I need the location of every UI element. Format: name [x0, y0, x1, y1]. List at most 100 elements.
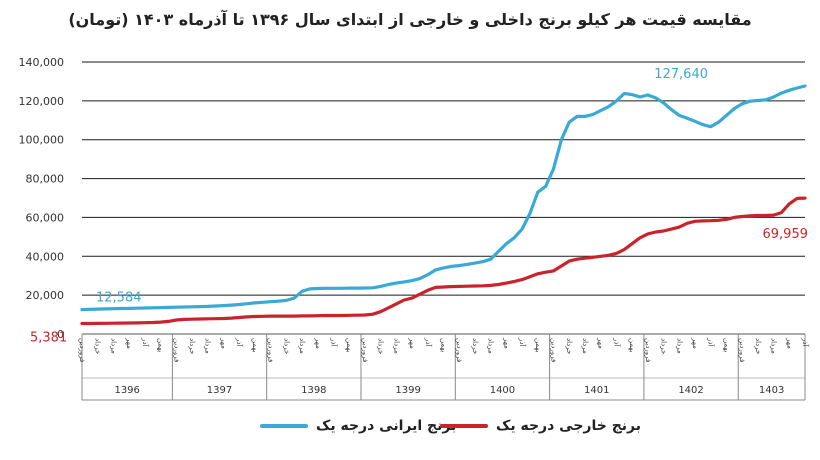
month-tick-label: مرداد	[770, 338, 778, 354]
data-point-iranian	[222, 305, 225, 307]
y-tick-label: 140,000	[19, 56, 65, 69]
data-point-iranian	[631, 94, 633, 96]
data-point-iranian	[332, 287, 335, 289]
month-tick-label: فروردین	[644, 338, 652, 362]
month-tick-label: خرداد	[377, 338, 385, 354]
data-point-iranian	[270, 301, 272, 303]
data-point-foreign	[442, 286, 445, 288]
y-tick-label: 20,000	[26, 289, 65, 302]
data-point-foreign	[749, 215, 751, 217]
data-point-foreign	[152, 321, 154, 324]
month-tick-label: مهر	[314, 337, 322, 349]
data-point-foreign	[592, 256, 594, 258]
data-point-iranian	[411, 280, 413, 282]
data-point-iranian	[136, 307, 138, 309]
data-point-iranian	[348, 287, 350, 289]
data-point-iranian	[615, 100, 618, 102]
year-label: 1399	[395, 385, 420, 396]
month-tick-label: مهر	[408, 337, 416, 349]
data-point-iranian	[788, 89, 790, 91]
data-point-iranian	[120, 307, 122, 310]
data-point-foreign	[435, 286, 437, 288]
month-tick-label: مرداد	[392, 338, 400, 354]
month-tick-label: خرداد	[188, 338, 196, 354]
month-tick-label: خرداد	[282, 338, 290, 354]
month-tick-label: آذر	[801, 337, 810, 347]
data-point-iranian	[395, 282, 397, 284]
month-tick-label: خرداد	[565, 338, 573, 354]
month-tick-label: خرداد	[660, 338, 668, 354]
data-point-iranian	[238, 303, 240, 306]
data-point-iranian	[694, 120, 696, 122]
data-point-iranian	[678, 114, 680, 116]
y-tick-label: 120,000	[19, 95, 65, 108]
data-point-iranian	[246, 303, 248, 305]
data-point-foreign	[568, 260, 570, 262]
legend-swatch-iranian	[260, 424, 308, 428]
data-point-foreign	[702, 220, 704, 222]
data-point-foreign	[317, 315, 319, 317]
data-point-iranian	[647, 94, 649, 96]
year-label: 1396	[114, 385, 139, 396]
data-point-iranian	[254, 302, 256, 304]
data-point-foreign	[89, 322, 91, 325]
data-point-foreign	[529, 276, 531, 278]
data-point-iranian	[568, 121, 570, 123]
data-point-iranian	[600, 110, 602, 112]
data-point-foreign	[725, 218, 728, 220]
month-tick-label: مرداد	[487, 338, 495, 354]
year-label: 1402	[678, 385, 703, 396]
month-tick-label: مرداد	[204, 338, 212, 354]
data-point-iranian	[710, 126, 712, 128]
data-point-iranian	[741, 103, 743, 105]
data-point-foreign	[175, 319, 177, 321]
year-label: 1398	[301, 385, 326, 396]
legend-swatch-foreign	[440, 424, 488, 428]
data-point-foreign	[160, 321, 162, 323]
data-point-foreign	[718, 219, 720, 221]
month-tick-label: خرداد	[94, 338, 102, 354]
month-tick-label: فروردین	[738, 338, 746, 362]
month-tick-label: آذر	[612, 337, 621, 347]
data-point-iranian	[301, 290, 303, 292]
data-point-iranian	[144, 307, 146, 309]
data-point-foreign	[458, 285, 460, 287]
data-point-foreign	[387, 307, 390, 309]
data-point-iranian	[576, 115, 578, 117]
month-tick-label: مهر	[219, 337, 227, 349]
data-point-iranian	[435, 269, 437, 271]
data-point-foreign	[332, 314, 335, 317]
data-point-foreign	[537, 273, 539, 275]
year-label: 1400	[490, 385, 515, 396]
data-point-foreign	[215, 318, 217, 320]
data-point-iranian	[340, 287, 342, 289]
legend-item-foreign: برنج خارجی درجه یک	[440, 418, 641, 434]
data-point-foreign	[301, 315, 303, 317]
data-point-iranian	[199, 306, 201, 308]
data-point-iranian	[167, 306, 169, 308]
data-point-foreign	[120, 322, 122, 324]
data-point-foreign	[191, 318, 193, 320]
data-point-foreign	[513, 280, 515, 283]
data-point-foreign	[450, 286, 452, 288]
data-point-iranian	[725, 114, 728, 116]
data-point-iranian	[796, 87, 798, 89]
data-point-iranian	[639, 96, 641, 98]
y-tick-label: 0	[57, 328, 64, 341]
data-point-foreign	[804, 197, 806, 199]
year-label: 1403	[759, 385, 784, 396]
data-point-foreign	[600, 255, 602, 257]
data-label-foreign-end: 69,959	[763, 227, 809, 242]
data-point-iranian	[780, 92, 783, 94]
legend-label-foreign: برنج خارجی درجه یک	[496, 418, 642, 434]
month-tick-label: مرداد	[581, 338, 589, 354]
data-point-iranian	[490, 258, 492, 260]
month-tick-label: مهر	[502, 337, 510, 349]
data-point-foreign	[631, 243, 633, 245]
data-point-iranian	[474, 262, 476, 264]
data-point-iranian	[380, 285, 382, 287]
data-point-foreign	[411, 297, 413, 299]
data-point-foreign	[325, 314, 327, 317]
data-point-foreign	[364, 314, 366, 316]
